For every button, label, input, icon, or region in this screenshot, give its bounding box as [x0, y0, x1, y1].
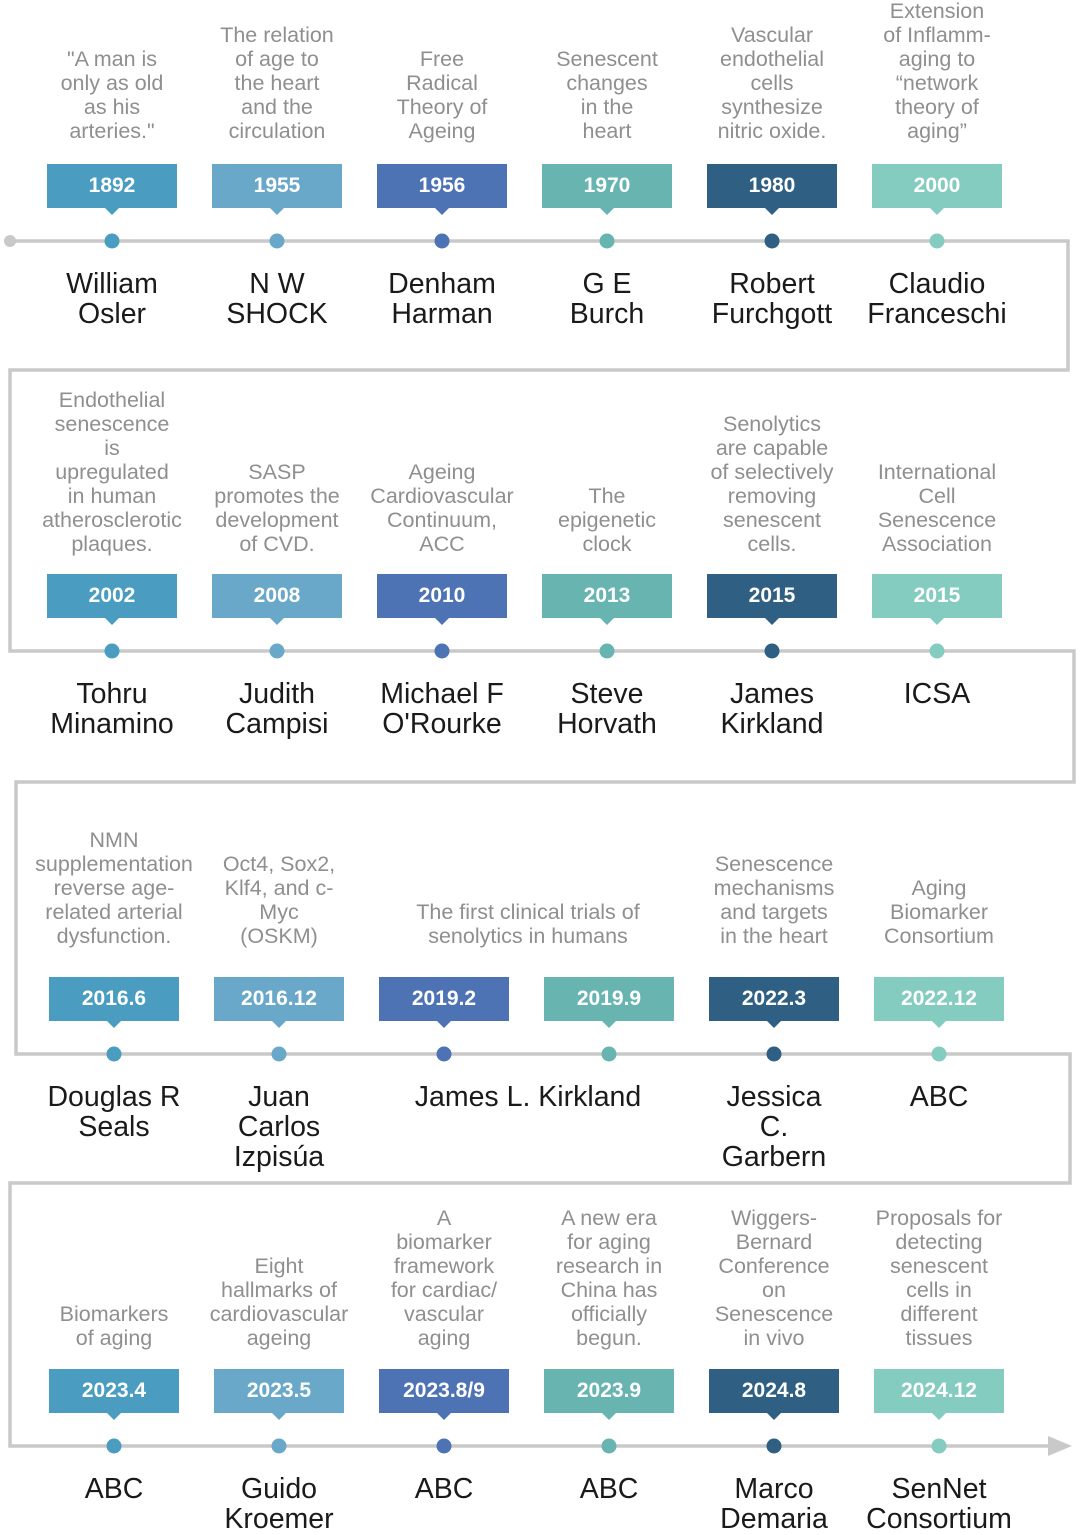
event-description: Free Radical Theory of Ageing	[396, 47, 488, 143]
person-name: Tohru Minamino	[50, 678, 174, 740]
timeline-node	[764, 233, 780, 249]
person-name: James Kirkland	[720, 678, 824, 740]
person-name: ABC	[84, 1473, 144, 1505]
timeline-node	[269, 643, 285, 659]
event-description: Senescent changes in the heart	[556, 47, 658, 143]
event-description: The first clinical trials of senolytics …	[416, 900, 640, 948]
event-description: Wiggers- Bernard Conference on Senescenc…	[714, 1206, 834, 1350]
event-description: SASP promotes the development of CVD.	[214, 460, 340, 556]
timeline-node	[104, 233, 120, 249]
person-name: Douglas R Seals	[47, 1081, 181, 1143]
timeline-node	[106, 1438, 122, 1454]
person-name: SenNet Consortium	[866, 1473, 1012, 1535]
year-badge: 2016.12	[214, 977, 344, 1028]
timeline-node	[931, 1046, 947, 1062]
timeline-node	[929, 643, 945, 659]
end-arrowhead	[1048, 1436, 1072, 1456]
year-badge: 1970	[542, 164, 672, 215]
event-description: Ageing Cardiovascular Continuum, ACC	[370, 460, 514, 556]
event-description: Aging Biomarker Consortium	[884, 876, 994, 948]
year-badge: 2022.12	[874, 977, 1004, 1028]
event-description: Eight hallmarks of cardiovascular ageing	[209, 1254, 349, 1350]
event-description: Oct4, Sox2, Klf4, and c- Myc (OSKM)	[222, 852, 336, 948]
year-badge: 1956	[377, 164, 507, 215]
person-name: ABC	[909, 1081, 969, 1113]
timeline-node	[269, 233, 285, 249]
timeline-node	[929, 233, 945, 249]
year-badge: 2023.8/9	[379, 1369, 509, 1420]
year-badge: 2013	[542, 574, 672, 625]
timeline-node	[271, 1046, 287, 1062]
year-badge: 2023.9	[544, 1369, 674, 1420]
timeline-node	[601, 1438, 617, 1454]
year-badge: 2019.9	[544, 977, 674, 1028]
timeline-node	[106, 1046, 122, 1062]
timeline-node	[766, 1046, 782, 1062]
timeline-node	[599, 643, 615, 659]
timeline-node	[436, 1046, 452, 1062]
timeline-node	[601, 1046, 617, 1062]
event-description: A biomarker framework for cardiac/ vascu…	[390, 1206, 498, 1350]
timeline-node	[434, 233, 450, 249]
event-description: NMN supplementation reverse age- related…	[35, 828, 193, 948]
year-badge: 2023.4	[49, 1369, 179, 1420]
timeline-node	[766, 1438, 782, 1454]
year-badge: 2019.2	[379, 977, 509, 1028]
year-badge: 2010	[377, 574, 507, 625]
event-description: Endothelial senescence is upregulated in…	[42, 388, 182, 556]
person-name: Marco Demaria	[720, 1473, 828, 1535]
start-dot	[4, 235, 16, 247]
timeline-node	[436, 1438, 452, 1454]
person-name: Guido Kroemer	[224, 1473, 334, 1535]
person-name: Steve Horvath	[557, 678, 657, 740]
person-name: Jessica C. Garbern	[721, 1081, 827, 1173]
timeline-node	[931, 1438, 947, 1454]
timeline-node	[434, 643, 450, 659]
person-name: N W SHOCK	[226, 268, 328, 330]
timeline-node	[271, 1438, 287, 1454]
year-badge: 2024.12	[874, 1369, 1004, 1420]
event-description: The relation of age to the heart and the…	[220, 23, 334, 143]
event-description: The epigenetic clock	[557, 484, 657, 556]
year-badge: 2016.6	[49, 977, 179, 1028]
person-name: Juan Carlos Izpisúa	[233, 1081, 325, 1173]
event-description: Vascular endothelial cells synthesize ni…	[717, 23, 827, 143]
person-name: Claudio Franceschi	[867, 268, 1007, 330]
serpentine-line	[8, 239, 1076, 1448]
event-description: "A man is only as old as his arteries."	[60, 47, 164, 143]
year-badge: 2022.3	[709, 977, 839, 1028]
year-badge: 1955	[212, 164, 342, 215]
event-description: Senescence mechanisms and targets in the…	[713, 852, 835, 948]
year-badge: 2002	[47, 574, 177, 625]
year-badge: 2023.5	[214, 1369, 344, 1420]
person-name: Judith Campisi	[225, 678, 329, 740]
year-badge: 2000	[872, 164, 1002, 215]
event-description: Proposals for detecting senescent cells …	[875, 1206, 1003, 1350]
person-name: G E Burch	[569, 268, 645, 330]
person-name: William Osler	[66, 268, 158, 330]
timeline-node	[764, 643, 780, 659]
year-badge: 1980	[707, 164, 837, 215]
person-name: Robert Furchgott	[711, 268, 833, 330]
person-name: ICSA	[903, 678, 971, 710]
year-badge: 2015	[707, 574, 837, 625]
event-description: Biomarkers of aging	[59, 1302, 169, 1350]
event-description: International Cell Senescence Associatio…	[877, 460, 997, 556]
event-description: Senolytics are capable of selectively re…	[710, 412, 834, 556]
year-badge: 1892	[47, 164, 177, 215]
year-badge: 2008	[212, 574, 342, 625]
event-description: Extension of Inflamm- aging to “network …	[883, 0, 991, 143]
year-badge: 2015	[872, 574, 1002, 625]
event-description: A new era for aging research in China ha…	[555, 1206, 663, 1350]
person-name: Denham Harman	[388, 268, 496, 330]
person-name: James L. Kirkland	[414, 1081, 642, 1113]
timeline-node	[599, 233, 615, 249]
person-name: Michael F O'Rourke	[380, 678, 504, 740]
person-name: ABC	[579, 1473, 639, 1505]
person-name: ABC	[414, 1473, 474, 1505]
timeline-node	[104, 643, 120, 659]
year-badge: 2024.8	[709, 1369, 839, 1420]
